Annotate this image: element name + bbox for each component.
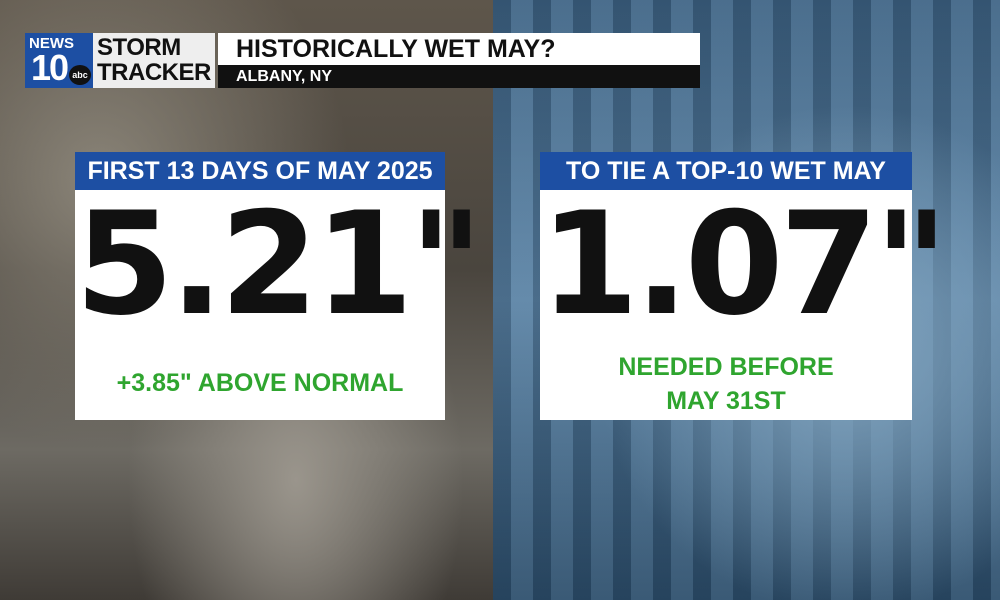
card-note: +3.85" ABOVE NORMAL [75, 366, 445, 400]
note-line: +3.85" ABOVE NORMAL [116, 369, 404, 397]
logo-brand: STORM TRACKER [97, 35, 211, 85]
card-heading: TO TIE A TOP-10 WET MAY [540, 152, 912, 190]
logo-network: abc [69, 65, 91, 85]
stat-card: FIRST 13 DAYS OF MAY 2025 5.21" +3.85" ABO… [75, 152, 483, 420]
card-heading: FIRST 13 DAYS OF MAY 2025 [75, 152, 445, 190]
brand-line: STORM [97, 34, 181, 61]
card-note: NEEDED BEFORE MAY 31ST [540, 350, 912, 418]
header-title: HISTORICALLY WET MAY? [218, 33, 700, 65]
logo-station: NEWS [29, 35, 74, 52]
logo: NEWS 10 abc STORM TRACKER [25, 33, 215, 88]
card-value: 5.21" [75, 182, 483, 347]
header-location: ALBANY, NY [218, 65, 700, 88]
note-line: MAY 31ST [666, 387, 786, 415]
note-line: NEEDED BEFORE [618, 353, 834, 381]
logo-number: 10 [31, 47, 69, 88]
card-value: 1.07" [540, 182, 948, 347]
logo-badge: NEWS 10 abc [25, 33, 93, 88]
stat-card: TO TIE A TOP-10 WET MAY 1.07" NEEDED BEFOR… [540, 152, 948, 420]
brand-line: TRACKER [97, 59, 211, 86]
